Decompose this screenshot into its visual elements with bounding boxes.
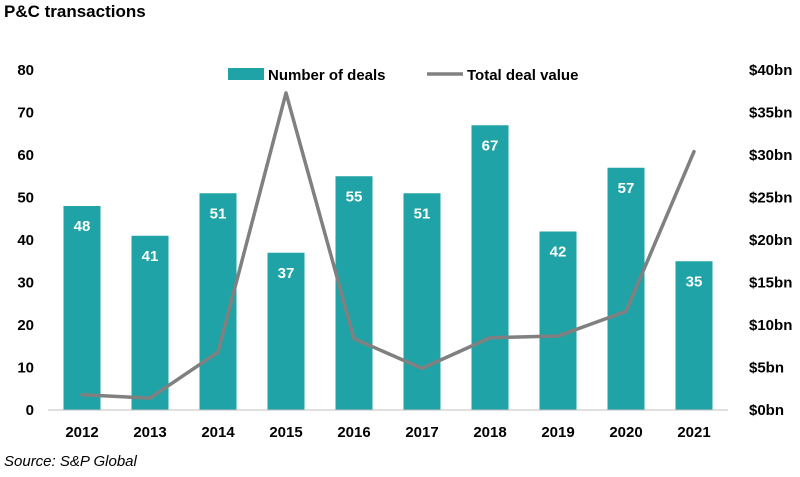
- bar-label-2012: 48: [74, 218, 91, 235]
- bar-label-2014: 51: [210, 205, 227, 222]
- x-tick-2016: 2016: [337, 424, 370, 441]
- y-right-tick-$25bn: $25bn: [749, 190, 792, 207]
- y-left-tick-40: 40: [17, 232, 34, 249]
- legend: Number of deals Total deal value: [228, 67, 578, 84]
- bar-label-2016: 55: [346, 188, 363, 205]
- x-tick-2013: 2013: [133, 424, 166, 441]
- legend-label-number-of-deals: Number of deals: [268, 67, 386, 84]
- bar-label-2019: 42: [550, 244, 567, 261]
- bars-group: 48 41 51 37 55 51 67 42 57 35: [63, 125, 713, 410]
- source-note: Source: S&P Global: [4, 453, 137, 470]
- y-right-tick-$30bn: $30bn: [749, 147, 792, 164]
- x-tick-2012: 2012: [65, 424, 98, 441]
- y-left-tick-70: 70: [17, 105, 34, 122]
- y-right-tick-$35bn: $35bn: [749, 105, 792, 122]
- axes-group: 2012 2013 2014 2015 2016 2017 2018 2019 2020 2021…: [17, 62, 792, 441]
- y-right-tick-$0bn: $0bn: [749, 402, 784, 419]
- bar-label-2013: 41: [142, 248, 159, 265]
- bar-label-2015: 37: [278, 265, 295, 282]
- y-right-tick-$20bn: $20bn: [749, 232, 792, 249]
- y-right-tick-$5bn: $5bn: [749, 360, 784, 377]
- bar-label-2018: 67: [482, 137, 499, 154]
- y-right-tick-$10bn: $10bn: [749, 317, 792, 334]
- bar-2012: [63, 206, 101, 410]
- x-tick-2019: 2019: [541, 424, 574, 441]
- x-tick-2021: 2021: [677, 424, 710, 441]
- bar-2017: [403, 193, 441, 410]
- bar-2013: [131, 235, 169, 410]
- bar-2018: [471, 125, 509, 410]
- bar-2021: [675, 261, 713, 410]
- bar-label-2021: 35: [686, 273, 703, 290]
- y-right-tick-$40bn: $40bn: [749, 62, 792, 79]
- y-left-tick-60: 60: [17, 147, 34, 164]
- x-tick-2018: 2018: [473, 424, 506, 441]
- y-left-tick-30: 30: [17, 275, 34, 292]
- chart-title: P&C transactions: [4, 2, 146, 21]
- y-left-tick-50: 50: [17, 190, 34, 207]
- bar-label-2017: 51: [414, 205, 431, 222]
- bar-2020: [607, 167, 645, 410]
- legend-label-total-deal-value: Total deal value: [467, 67, 578, 84]
- bar-2019: [539, 231, 577, 410]
- y-left-tick-10: 10: [17, 360, 34, 377]
- y-left-tick-0: 0: [26, 402, 34, 419]
- line-group: [80, 91, 696, 400]
- y-right-tick-$15bn: $15bn: [749, 275, 792, 292]
- line-total-deal-value: [80, 91, 696, 400]
- y-left-tick-80: 80: [17, 62, 34, 79]
- x-tick-2020: 2020: [609, 424, 642, 441]
- y-left-tick-20: 20: [17, 317, 34, 334]
- bar-2015: [267, 252, 305, 410]
- x-tick-2015: 2015: [269, 424, 302, 441]
- legend-swatch-number-of-deals: [228, 68, 264, 80]
- x-tick-2014: 2014: [201, 424, 235, 441]
- bar-label-2020: 57: [618, 180, 635, 197]
- x-tick-2017: 2017: [405, 424, 438, 441]
